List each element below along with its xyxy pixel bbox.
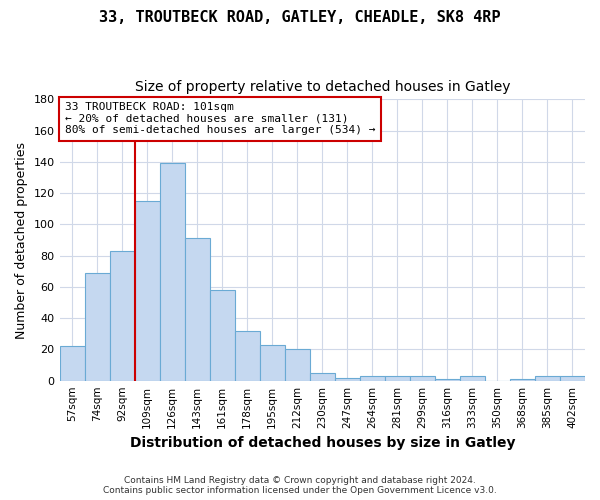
Bar xyxy=(59,346,85,380)
Bar xyxy=(110,251,134,380)
Bar xyxy=(385,376,410,380)
Bar xyxy=(360,376,385,380)
Text: 33 TROUTBECK ROAD: 101sqm
← 20% of detached houses are smaller (131)
80% of semi: 33 TROUTBECK ROAD: 101sqm ← 20% of detac… xyxy=(65,102,375,136)
Bar xyxy=(510,379,535,380)
Bar xyxy=(460,376,485,380)
Text: 33, TROUTBECK ROAD, GATLEY, CHEADLE, SK8 4RP: 33, TROUTBECK ROAD, GATLEY, CHEADLE, SK8… xyxy=(99,10,501,25)
X-axis label: Distribution of detached houses by size in Gatley: Distribution of detached houses by size … xyxy=(130,436,515,450)
Bar xyxy=(285,350,310,380)
Bar xyxy=(560,376,585,380)
Bar xyxy=(185,238,209,380)
Bar xyxy=(535,376,560,380)
Title: Size of property relative to detached houses in Gatley: Size of property relative to detached ho… xyxy=(134,80,510,94)
Y-axis label: Number of detached properties: Number of detached properties xyxy=(15,142,28,338)
Bar xyxy=(335,378,360,380)
Bar xyxy=(260,344,285,380)
Bar xyxy=(310,373,335,380)
Bar xyxy=(209,290,235,380)
Bar xyxy=(410,376,435,380)
Bar xyxy=(160,164,185,380)
Text: Contains HM Land Registry data © Crown copyright and database right 2024.
Contai: Contains HM Land Registry data © Crown c… xyxy=(103,476,497,495)
Bar xyxy=(85,273,110,380)
Bar xyxy=(134,201,160,380)
Bar xyxy=(235,330,260,380)
Bar xyxy=(435,379,460,380)
